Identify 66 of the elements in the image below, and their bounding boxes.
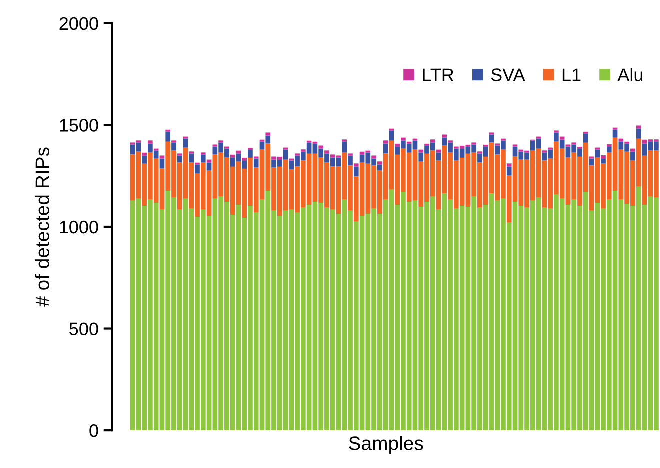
bar bbox=[236, 150, 242, 154]
bar bbox=[200, 154, 206, 163]
bar bbox=[630, 148, 636, 152]
legend-label: L1 bbox=[562, 68, 581, 82]
bar bbox=[595, 150, 600, 158]
bar bbox=[206, 162, 212, 171]
bar bbox=[636, 126, 642, 129]
bar bbox=[230, 154, 236, 158]
x-axis-title: Samples bbox=[349, 436, 424, 454]
bar bbox=[401, 138, 406, 141]
bar bbox=[560, 136, 565, 140]
bar bbox=[372, 156, 376, 159]
bar bbox=[618, 138, 624, 142]
bar bbox=[383, 140, 388, 144]
y-tick-label: 1000 bbox=[60, 220, 98, 234]
bar bbox=[142, 156, 147, 164]
bar bbox=[578, 146, 582, 150]
legend-label: SVA bbox=[491, 68, 526, 82]
bar bbox=[612, 130, 618, 138]
bar bbox=[436, 150, 442, 153]
bar bbox=[166, 132, 171, 142]
bar bbox=[383, 144, 388, 154]
bar bbox=[342, 142, 348, 153]
bar bbox=[160, 158, 165, 169]
y-tick-label: 500 bbox=[70, 322, 98, 336]
bar bbox=[636, 128, 642, 139]
bar bbox=[442, 134, 448, 138]
y-tick-label: 1500 bbox=[60, 119, 98, 132]
y-axis-title: # of detected RIPs bbox=[35, 148, 50, 307]
bar bbox=[436, 152, 442, 161]
bar bbox=[189, 154, 194, 163]
bar bbox=[506, 166, 512, 176]
bar bbox=[606, 146, 612, 153]
bar bbox=[354, 164, 359, 167]
y-tick-label: 0 bbox=[90, 424, 98, 438]
bar bbox=[430, 140, 436, 143]
bar bbox=[206, 160, 212, 163]
bar bbox=[389, 130, 394, 141]
bar bbox=[160, 156, 165, 159]
bar bbox=[248, 150, 253, 158]
bar bbox=[183, 138, 188, 148]
bar bbox=[378, 162, 382, 165]
bar bbox=[172, 142, 176, 151]
bar bbox=[148, 140, 153, 144]
bar bbox=[418, 150, 424, 153]
bar bbox=[177, 156, 182, 163]
bar bbox=[318, 146, 324, 149]
bar bbox=[248, 148, 253, 150]
bar bbox=[583, 134, 588, 143]
bar bbox=[324, 150, 330, 154]
bar bbox=[601, 158, 606, 164]
bar bbox=[348, 156, 353, 166]
bar bbox=[601, 156, 606, 159]
bar bbox=[506, 164, 512, 167]
bar bbox=[630, 152, 636, 161]
legend-label: LTR bbox=[423, 68, 454, 82]
bar bbox=[142, 152, 147, 156]
bar bbox=[242, 158, 247, 162]
bar bbox=[283, 150, 288, 160]
bar bbox=[195, 164, 200, 174]
bar bbox=[266, 132, 271, 136]
bar bbox=[354, 166, 359, 177]
y-tick-label: 2000 bbox=[60, 17, 98, 30]
legend-label: Alu bbox=[618, 68, 643, 82]
bar bbox=[395, 144, 400, 147]
bar bbox=[254, 158, 259, 168]
